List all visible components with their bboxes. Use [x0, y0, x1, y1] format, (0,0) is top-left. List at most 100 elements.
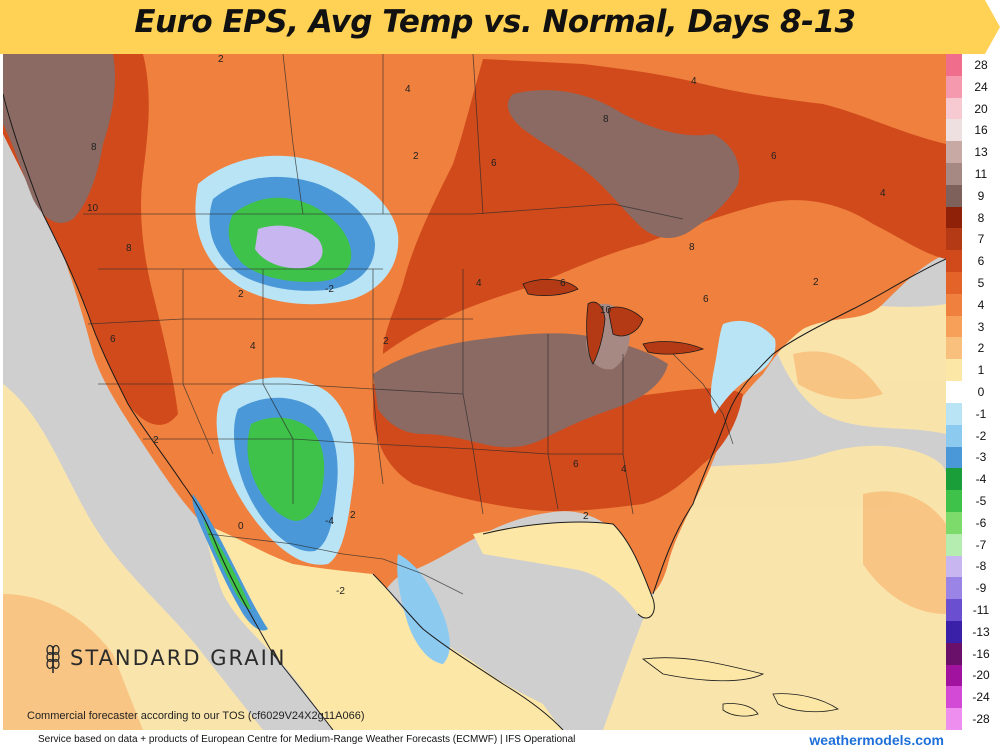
legend-swatch: [946, 381, 962, 403]
data-credit: Service based on data + products of Euro…: [38, 734, 576, 745]
legend-swatch: [946, 163, 962, 185]
legend-label: 4: [977, 297, 985, 312]
map-label: 4: [250, 341, 256, 352]
map-label: 2: [813, 277, 819, 288]
mexico-land: [203, 524, 563, 730]
legend-swatch: [946, 664, 962, 687]
legend-row: -2: [946, 424, 1000, 447]
legend-swatch: [946, 97, 962, 120]
legend-row: -24: [946, 686, 1000, 709]
great-lakes: [522, 279, 705, 365]
legend-row: -5: [946, 490, 1000, 512]
legend-swatch: [946, 642, 962, 665]
legend-swatch: [946, 555, 962, 578]
legend-label: 11: [974, 166, 988, 181]
legend-swatch: [946, 577, 962, 600]
legend-swatch: [946, 250, 962, 273]
legend-label: -9: [975, 581, 987, 596]
map-label: 10: [87, 203, 99, 214]
legend-label: 6: [977, 254, 985, 269]
map-label: 6: [703, 294, 709, 305]
legend-label: 20: [974, 101, 988, 116]
legend-swatch: [946, 468, 962, 491]
map-label: -4: [325, 516, 334, 527]
site-link[interactable]: weathermodels.com: [809, 732, 944, 748]
legend-swatch: [946, 315, 962, 338]
legend-row: 6: [946, 250, 1000, 273]
legend-row: -9: [946, 577, 1000, 600]
map-label: 2: [350, 510, 356, 521]
legend-row: -16: [946, 642, 1000, 665]
legend-swatch: [946, 228, 962, 251]
ocean-orange-patches: [3, 351, 946, 730]
legend-label: -8: [975, 559, 987, 574]
mexico-cool-patch: [397, 554, 450, 664]
legend-row: -11: [946, 599, 1000, 621]
legend-row: -3: [946, 446, 1000, 469]
legend-swatch: [946, 620, 962, 643]
map-label: 4: [880, 188, 886, 199]
political-boundaries: [83, 54, 734, 595]
legend-row: -28: [946, 708, 1000, 730]
legend-label: -5: [975, 494, 987, 509]
legend-label: 13: [974, 145, 988, 160]
legend-row: -7: [946, 533, 1000, 556]
caribbean-islands: [641, 657, 839, 717]
legend-swatch: [946, 337, 962, 360]
southwest-cool-pocket: [216, 377, 355, 565]
legend-row: 20: [946, 97, 1000, 120]
legend-label: -3: [975, 450, 987, 465]
coastline: [3, 93, 946, 730]
legend-row: -1: [946, 402, 1000, 425]
legend-swatch: [946, 75, 962, 98]
legend-label: 0: [977, 384, 985, 399]
legend-swatch: [946, 424, 962, 447]
northern-rockies-cool-pocket: [195, 155, 399, 305]
title-banner: Euro EPS, Avg Temp vs. Normal, Days 8-13: [0, 0, 1000, 54]
legend-swatch: [946, 206, 962, 229]
legend-row: 11: [946, 163, 1000, 185]
legend-label: -1: [975, 406, 987, 421]
map-label: 8: [126, 243, 132, 254]
map-svg: 2 4 4 8 2 6 6 10 8 8 2 -2 4 4 6 10 6 2 6…: [3, 54, 946, 730]
legend-row: 16: [946, 119, 1000, 142]
map-title: Euro EPS, Avg Temp vs. Normal, Days 8-13: [134, 4, 856, 40]
anomaly-legend: 28 24 20 16 13 11 9 8 7 6 5 4 3 2 1 0 -1 -2 -3 -4 -5 -6 -7 -8 -9…: [946, 54, 1000, 730]
map-label: 6: [573, 459, 579, 470]
legend-swatch: [946, 119, 962, 142]
legend-label: 7: [977, 232, 985, 247]
legend-label: -4: [975, 472, 987, 487]
southeast-pale: [473, 522, 655, 619]
legend-swatch: [946, 599, 962, 621]
legend-row: 4: [946, 293, 1000, 316]
standard-grain-watermark: STANDARD GRAIN: [44, 642, 287, 674]
legend-swatch: [946, 141, 962, 164]
map-label: 6: [491, 158, 497, 169]
legend-row: 3: [946, 315, 1000, 338]
legend-label: 16: [974, 123, 988, 138]
legend-label: -6: [975, 515, 987, 530]
legend-swatch: [946, 686, 962, 709]
legend-row: -6: [946, 511, 1000, 534]
map-label: 2: [383, 336, 389, 347]
map-label: 6: [560, 278, 566, 289]
map-label: -2: [336, 586, 345, 597]
legend-label: 8: [977, 210, 985, 225]
watermark-text: STANDARD GRAIN: [70, 646, 287, 670]
legend-label: -24: [972, 690, 990, 705]
legend-swatch: [946, 293, 962, 316]
legend-row: 13: [946, 141, 1000, 164]
tos-note: Commercial forecaster according to our T…: [27, 710, 365, 722]
legend-label: 24: [974, 79, 988, 94]
legend-label: 3: [977, 319, 985, 334]
wheat-icon: [46, 644, 60, 673]
legend-swatch: [946, 359, 962, 382]
legend-label: -7: [975, 537, 987, 552]
legend-swatch: [946, 511, 962, 534]
legend-row: 7: [946, 228, 1000, 251]
contour-labels: 2 4 4 8 2 6 6 10 8 8 2 -2 4 4 6 10 6 2 6…: [87, 54, 886, 597]
legend-row: 2: [946, 337, 1000, 360]
map-label: 8: [689, 242, 695, 253]
legend-swatch: [946, 54, 962, 76]
map-label: 2: [238, 289, 244, 300]
